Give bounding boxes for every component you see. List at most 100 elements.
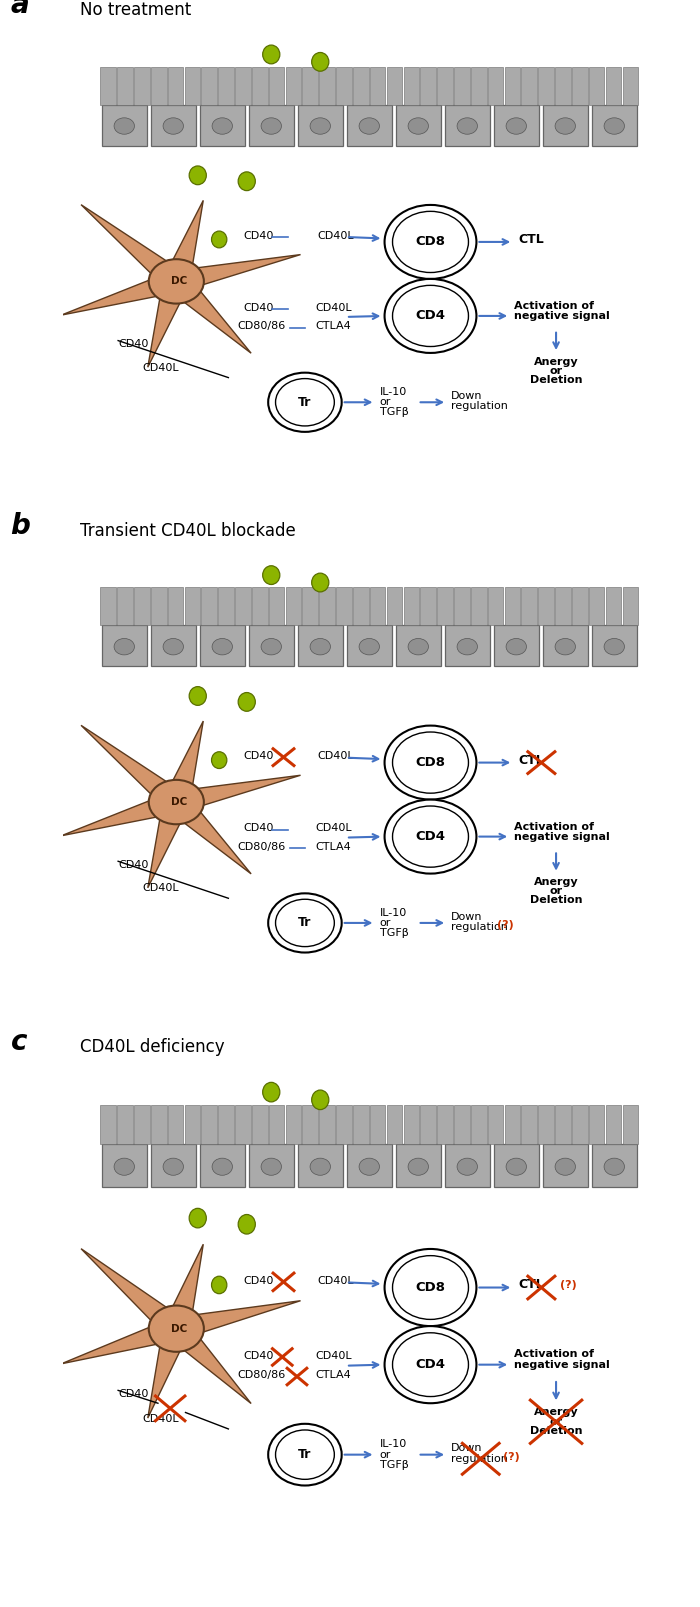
Circle shape xyxy=(408,1159,428,1175)
FancyBboxPatch shape xyxy=(168,1106,183,1144)
Text: Activation of: Activation of xyxy=(514,821,594,832)
FancyBboxPatch shape xyxy=(622,67,638,104)
Circle shape xyxy=(310,638,330,656)
Circle shape xyxy=(148,259,204,304)
FancyBboxPatch shape xyxy=(168,67,183,104)
Circle shape xyxy=(506,1159,526,1175)
Text: Deletion: Deletion xyxy=(530,374,582,384)
Polygon shape xyxy=(163,201,203,284)
FancyBboxPatch shape xyxy=(117,1106,133,1144)
Polygon shape xyxy=(148,278,189,366)
Ellipse shape xyxy=(262,566,280,585)
Circle shape xyxy=(408,117,428,135)
FancyBboxPatch shape xyxy=(370,588,386,625)
FancyBboxPatch shape xyxy=(592,625,637,667)
FancyBboxPatch shape xyxy=(150,104,196,146)
Text: CD40: CD40 xyxy=(118,1388,148,1400)
Circle shape xyxy=(393,212,468,273)
FancyBboxPatch shape xyxy=(269,588,284,625)
FancyBboxPatch shape xyxy=(185,1106,200,1144)
FancyBboxPatch shape xyxy=(606,1106,622,1144)
Circle shape xyxy=(261,1159,281,1175)
FancyBboxPatch shape xyxy=(218,1106,234,1144)
Text: or: or xyxy=(550,1417,563,1427)
FancyBboxPatch shape xyxy=(438,67,453,104)
FancyBboxPatch shape xyxy=(218,67,234,104)
Text: CD40L deficiency: CD40L deficiency xyxy=(80,1038,225,1056)
Circle shape xyxy=(393,1332,468,1396)
FancyBboxPatch shape xyxy=(606,67,622,104)
FancyBboxPatch shape xyxy=(522,588,537,625)
Circle shape xyxy=(359,117,379,135)
FancyBboxPatch shape xyxy=(386,1106,402,1144)
Circle shape xyxy=(276,379,335,426)
Circle shape xyxy=(384,280,477,354)
Text: CTLA4: CTLA4 xyxy=(315,1371,351,1380)
FancyBboxPatch shape xyxy=(494,1144,539,1188)
Text: IL-10: IL-10 xyxy=(379,387,407,397)
FancyBboxPatch shape xyxy=(102,104,147,146)
Text: CD40: CD40 xyxy=(244,230,274,241)
FancyBboxPatch shape xyxy=(592,1144,637,1188)
FancyBboxPatch shape xyxy=(248,1144,294,1188)
FancyBboxPatch shape xyxy=(542,625,588,667)
FancyBboxPatch shape xyxy=(185,588,200,625)
Text: or: or xyxy=(379,1450,391,1459)
FancyBboxPatch shape xyxy=(336,1106,352,1144)
Circle shape xyxy=(276,1430,335,1480)
Text: CD40L: CD40L xyxy=(143,884,179,893)
FancyBboxPatch shape xyxy=(150,1144,196,1188)
Circle shape xyxy=(393,1255,468,1319)
Circle shape xyxy=(359,1159,379,1175)
FancyBboxPatch shape xyxy=(606,588,622,625)
FancyBboxPatch shape xyxy=(444,625,490,667)
Text: (?): (?) xyxy=(560,1279,577,1290)
FancyBboxPatch shape xyxy=(589,67,604,104)
Circle shape xyxy=(268,893,342,953)
Text: Transient CD40L blockade: Transient CD40L blockade xyxy=(80,522,296,540)
FancyBboxPatch shape xyxy=(505,67,520,104)
Text: regulation: regulation xyxy=(452,1454,508,1464)
FancyBboxPatch shape xyxy=(622,588,638,625)
Text: CD40L: CD40L xyxy=(317,750,354,762)
Ellipse shape xyxy=(189,1208,206,1228)
Circle shape xyxy=(384,726,477,800)
Circle shape xyxy=(384,206,477,280)
Polygon shape xyxy=(148,1326,189,1417)
Text: CD4: CD4 xyxy=(416,310,445,323)
FancyBboxPatch shape xyxy=(102,1144,147,1188)
FancyBboxPatch shape xyxy=(302,1106,318,1144)
Text: Deletion: Deletion xyxy=(530,895,582,905)
FancyBboxPatch shape xyxy=(454,1106,470,1144)
FancyBboxPatch shape xyxy=(522,1106,537,1144)
Ellipse shape xyxy=(238,172,256,191)
FancyBboxPatch shape xyxy=(538,1106,554,1144)
Text: TGFβ: TGFβ xyxy=(379,1459,408,1470)
Circle shape xyxy=(268,373,342,432)
FancyBboxPatch shape xyxy=(346,1144,392,1188)
Text: CD40L: CD40L xyxy=(317,1276,354,1286)
FancyBboxPatch shape xyxy=(269,1106,284,1144)
Text: CD80/86: CD80/86 xyxy=(237,1371,286,1380)
FancyBboxPatch shape xyxy=(542,1144,588,1188)
Circle shape xyxy=(384,800,477,874)
Text: Deletion: Deletion xyxy=(530,1425,582,1437)
Text: or: or xyxy=(379,918,391,927)
FancyBboxPatch shape xyxy=(421,588,436,625)
FancyBboxPatch shape xyxy=(100,67,116,104)
Circle shape xyxy=(114,638,134,656)
Circle shape xyxy=(261,117,281,135)
FancyBboxPatch shape xyxy=(248,625,294,667)
Circle shape xyxy=(555,117,575,135)
Text: Anergy: Anergy xyxy=(533,877,578,887)
Text: negative signal: negative signal xyxy=(514,1360,610,1369)
Polygon shape xyxy=(163,722,203,805)
Polygon shape xyxy=(173,1300,300,1340)
FancyBboxPatch shape xyxy=(471,588,486,625)
FancyBboxPatch shape xyxy=(592,104,637,146)
Text: Anergy: Anergy xyxy=(533,357,578,366)
Circle shape xyxy=(506,638,526,656)
Text: CD40L: CD40L xyxy=(317,230,354,241)
FancyBboxPatch shape xyxy=(421,67,436,104)
Text: No treatment: No treatment xyxy=(80,2,192,19)
